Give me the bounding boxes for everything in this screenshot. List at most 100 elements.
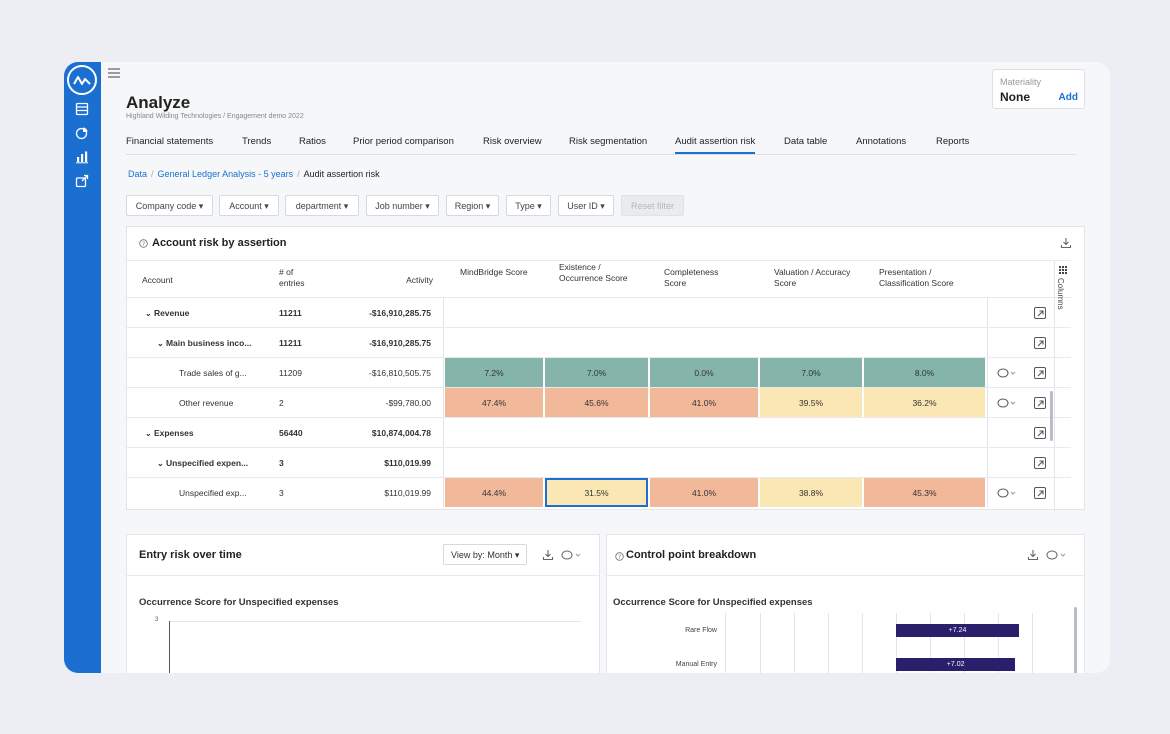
help-icon[interactable]: ? [139,239,148,248]
account-name: Main business inco... [165,338,252,348]
chevron-down-icon[interactable]: ⌄ [145,309,154,318]
tab-annotations[interactable]: Annotations [856,136,907,147]
app-logo[interactable] [67,65,97,95]
score-cell[interactable]: 41.0% [650,388,758,417]
bar-chart-icon[interactable] [75,150,89,164]
bar[interactable]: +7.02 [896,658,1016,671]
col-entries-header[interactable]: # of entries [279,267,305,288]
tab-data-table[interactable]: Data table [784,136,828,147]
reset-filter-button: Reset filter [621,195,684,216]
col-presentation-header[interactable]: Presentation / Classification Score [879,267,954,288]
col-existence-header[interactable]: Existence / Occurrence Score [559,262,628,283]
account-cell: Unspecified exp... [179,478,247,507]
comment-icon[interactable] [997,397,1017,409]
col-mindbridge-header[interactable]: MindBridge Score [460,267,528,277]
score-cell[interactable]: 7.0% [760,358,862,387]
account-name: Expenses [153,428,194,438]
filter-department[interactable]: department ▾ [285,195,359,216]
col-account-header[interactable]: Account [142,275,173,285]
table-row[interactable]: Unspecified exp... 3 $110,019.99 44.4% 31.5%… [127,477,1071,507]
columns-panel-toggle[interactable]: Columns [1050,261,1070,511]
download-icon[interactable] [542,549,554,561]
entries-cell: 2 [279,398,284,408]
score-cell[interactable]: 7.2% [445,358,543,387]
table-row[interactable]: Other revenue 2 -$99,780.00 47.4% 45.6% 41.0%… [127,387,1071,417]
tab-prior-period-comparison[interactable]: Prior period comparison [353,136,454,147]
download-icon[interactable] [1060,237,1072,249]
menu-icon[interactable] [108,68,120,78]
filter-company-code[interactable]: Company code ▾ [126,195,213,216]
table-icon[interactable] [75,102,89,116]
column-divider [987,478,988,507]
filter-type[interactable]: Type ▾ [506,195,551,216]
breadcrumb-data[interactable]: Data [128,169,148,179]
filter-job-number[interactable]: Job number ▾ [366,195,439,216]
bar[interactable]: +7.24 [896,624,1020,637]
filter-account[interactable]: Account ▾ [219,195,279,216]
score-cell[interactable]: 39.5% [760,388,862,417]
table-scrollbar[interactable] [1050,391,1053,441]
comment-icon[interactable] [997,487,1017,499]
score-cell[interactable]: 45.6% [545,388,648,417]
pie-chart-icon[interactable] [75,126,89,140]
table-row[interactable]: ⌄ Revenue 11211 -$16,910,285.75 [127,297,1071,327]
col-valuation-header[interactable]: Valuation / Accuracy Score [774,267,851,288]
entries-cell: 3 [279,488,284,498]
col-activity-header[interactable]: Activity [406,275,433,285]
filter-user-id[interactable]: User ID ▾ [558,195,614,216]
entries-cell: 11211 [279,308,302,318]
account-cell: ⌄ Main business inco... [157,328,251,357]
tab-risk-overview[interactable]: Risk overview [483,136,542,147]
comment-icon[interactable] [1046,549,1066,561]
table-header: Account # of entries Activity MindBridge… [127,260,1071,297]
gridline [169,621,581,622]
filter-region[interactable]: Region ▾ [446,195,499,216]
score-cell[interactable]: 36.2% [864,388,985,417]
open-detail-icon[interactable] [1034,337,1046,349]
tab-audit-assertion-risk[interactable]: Audit assertion risk [675,136,756,154]
tab-trends[interactable]: Trends [242,136,272,147]
col-completeness-header[interactable]: Completeness Score [664,267,719,288]
view-by-select[interactable]: View by: Month ▾ [443,544,528,565]
gridline [930,613,931,673]
tab-ratios[interactable]: Ratios [299,136,326,147]
activity-cell: -$16,910,285.75 [369,338,431,348]
comment-icon[interactable] [561,549,581,561]
side-rail [64,62,101,673]
score-cell[interactable]: 44.4% [445,478,543,507]
score-cell[interactable]: 41.0% [650,478,758,507]
open-detail-icon[interactable] [1034,307,1046,319]
score-cell[interactable]: 38.8% [760,478,862,507]
open-detail-icon[interactable] [1034,487,1046,499]
chevron-down-icon[interactable]: ⌄ [157,459,166,468]
score-cell[interactable]: 8.0% [864,358,985,387]
chevron-down-icon[interactable]: ⌄ [145,429,154,438]
open-detail-icon[interactable] [1034,367,1046,379]
score-cell[interactable]: 31.5% [545,478,648,507]
download-icon[interactable] [1027,549,1039,561]
open-detail-icon[interactable] [1034,427,1046,439]
tab-risk-segmentation[interactable]: Risk segmentation [569,136,648,147]
chart-scrollbar[interactable] [1074,607,1077,673]
tab-reports[interactable]: Reports [936,136,970,147]
table-row[interactable]: ⌄ Main business inco... 11211 -$16,910,285… [127,327,1071,357]
export-icon[interactable] [75,174,89,188]
score-cell[interactable]: 0.0% [650,358,758,387]
chevron-down-icon[interactable]: ⌄ [157,339,166,348]
grid-icon [1059,266,1067,274]
table-row[interactable]: ⌄ Unspecified expen... 3 $110,019.99 [127,447,1071,477]
score-cell[interactable]: 7.0% [545,358,648,387]
open-detail-icon[interactable] [1034,457,1046,469]
table-row[interactable]: ⌄ Expenses 56440 $10,874,004.78 [127,417,1071,447]
comment-icon[interactable] [997,367,1017,379]
score-cell[interactable]: 45.3% [864,478,985,507]
open-detail-icon[interactable] [1034,397,1046,409]
table-row[interactable]: Trade sales of g... 11209 -$16,810,505.75 7… [127,357,1071,387]
breadcrumb-general-ledger[interactable]: General Ledger Analysis - 5 years [157,169,294,179]
materiality-add-button[interactable]: Add [1058,92,1078,103]
tab-financial-statements[interactable]: Financial statements [126,136,214,147]
help-icon[interactable]: ? [615,552,624,561]
score-cell[interactable]: 47.4% [445,388,543,417]
column-divider [987,418,988,447]
columns-label: Columns [1056,278,1065,310]
